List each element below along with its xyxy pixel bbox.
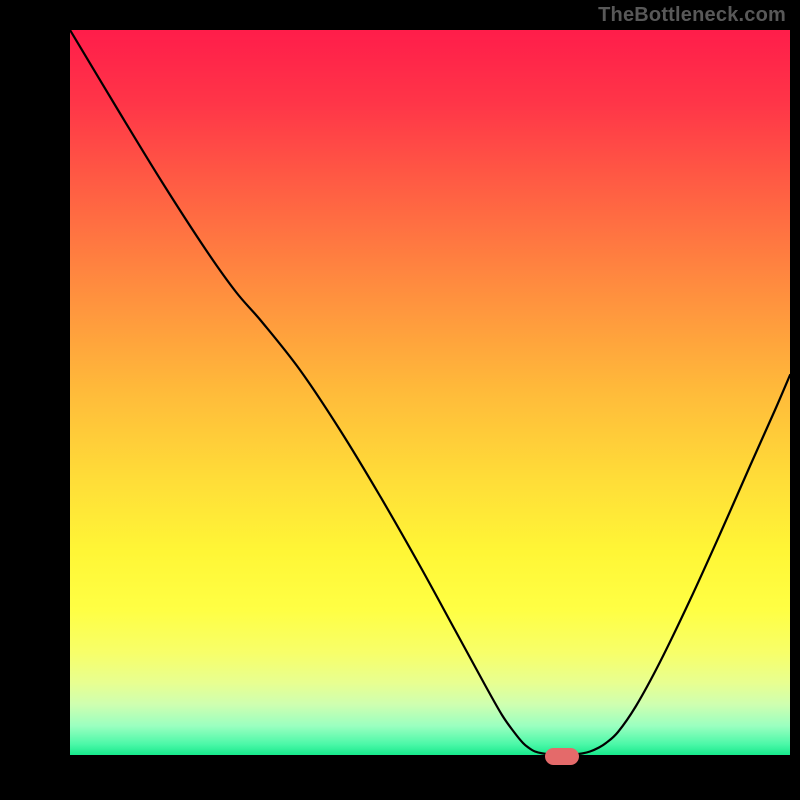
chart-canvas	[0, 0, 800, 800]
plot-gradient-background	[70, 30, 790, 755]
chart-root: TheBottleneck.com	[0, 0, 800, 800]
optimum-marker	[545, 748, 579, 765]
watermark-text: TheBottleneck.com	[598, 4, 786, 27]
